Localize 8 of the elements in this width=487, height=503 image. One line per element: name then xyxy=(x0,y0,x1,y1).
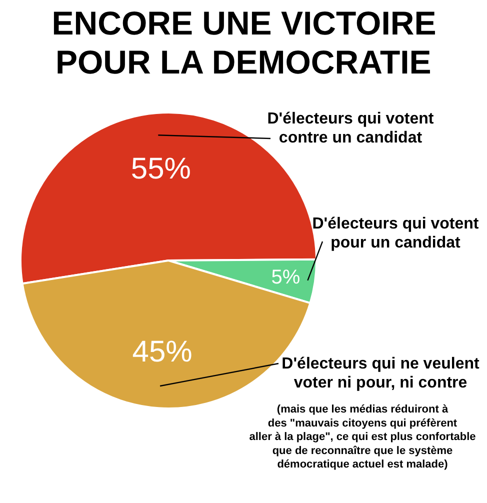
data-label: 5% xyxy=(271,266,300,288)
slice-label: D'électeurs qui ne veulent voter ni pour, ni contre xyxy=(282,356,480,392)
text: (mais que les médias réduiront à des "mauvais citoyens qui préfèrent aller à la plage", ce qui est plus confortable que de reconnaître que le système démocratique actuel est malade) xyxy=(249,404,476,471)
data-label: 55% xyxy=(130,152,191,186)
slice-label: D'électeurs qui votent pour un candidat xyxy=(312,216,480,252)
data-label: 45% xyxy=(132,336,192,369)
chart-title: ENCORE UNE VICTOIRE POUR LA DEMOCRATIE xyxy=(52,4,436,80)
slice-label: D'électeurs qui votent contre un candidat xyxy=(267,110,434,146)
